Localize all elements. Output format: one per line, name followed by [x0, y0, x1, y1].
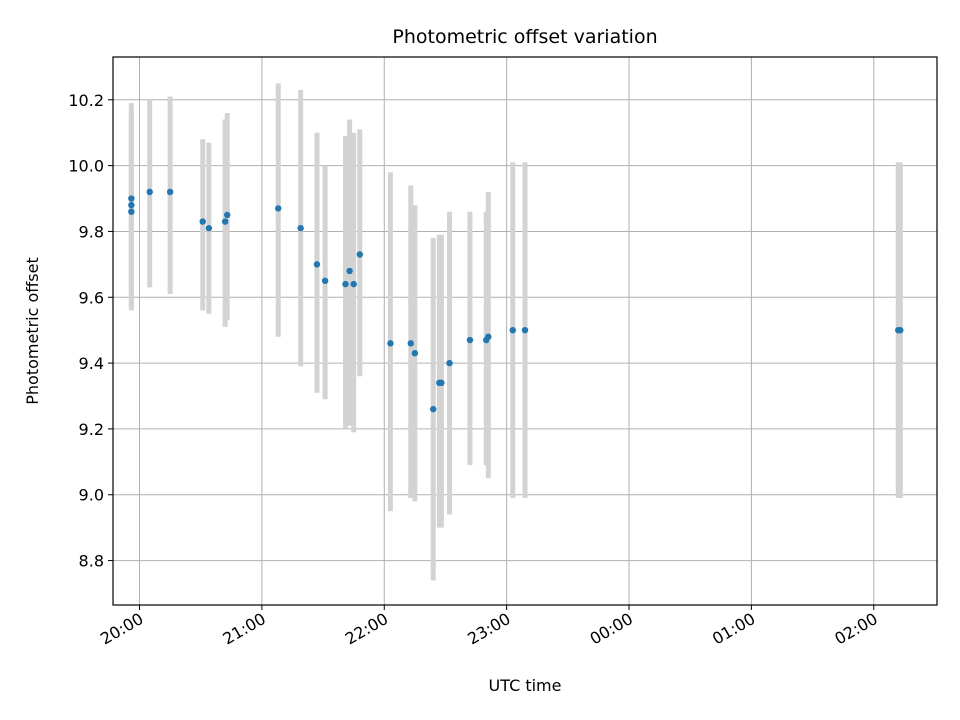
- data-point: [221, 218, 229, 225]
- data-point: [346, 267, 353, 275]
- data-point: [387, 340, 394, 347]
- data-point: [313, 261, 321, 268]
- y-tick-label: 9.4: [79, 354, 104, 373]
- data-point: [199, 218, 206, 225]
- data-point: [356, 251, 363, 258]
- data-point: [485, 333, 492, 340]
- data-point: [430, 405, 437, 413]
- data-points: [128, 188, 904, 413]
- data-point: [224, 211, 231, 219]
- data-point: [297, 224, 304, 232]
- data-point: [521, 326, 529, 334]
- data-point: [466, 336, 474, 344]
- data-point: [275, 205, 282, 212]
- y-tick-label: 10.0: [68, 157, 104, 176]
- data-point: [411, 350, 419, 357]
- y-axis-ticks: 8.8 9.0 9.2 9.4 9.6 9.8 10.0 10.2: [68, 91, 113, 571]
- y-tick-label: 9.2: [79, 420, 104, 439]
- data-point: [342, 280, 349, 288]
- y-tick-label: 9.8: [79, 222, 104, 241]
- data-point: [350, 280, 357, 288]
- y-axis-label: Photometric offset: [23, 257, 42, 405]
- data-point: [438, 379, 445, 387]
- data-point: [128, 195, 135, 202]
- data-point: [509, 326, 516, 334]
- data-point: [146, 188, 153, 196]
- data-point: [407, 340, 414, 347]
- y-tick-label: 9.0: [79, 486, 104, 505]
- data-point: [446, 359, 453, 367]
- x-axis-label: UTC time: [489, 676, 562, 695]
- y-tick-label: 10.2: [68, 91, 104, 110]
- data-point: [897, 326, 904, 334]
- data-point: [166, 188, 174, 196]
- y-tick-label: 8.8: [79, 552, 104, 571]
- chart-title: Photometric offset variation: [392, 26, 657, 48]
- y-tick-label: 9.6: [79, 288, 104, 307]
- data-point: [128, 201, 135, 209]
- data-point: [128, 208, 135, 215]
- plot-frame: [112, 56, 938, 606]
- data-point: [205, 224, 213, 232]
- data-point: [321, 277, 329, 285]
